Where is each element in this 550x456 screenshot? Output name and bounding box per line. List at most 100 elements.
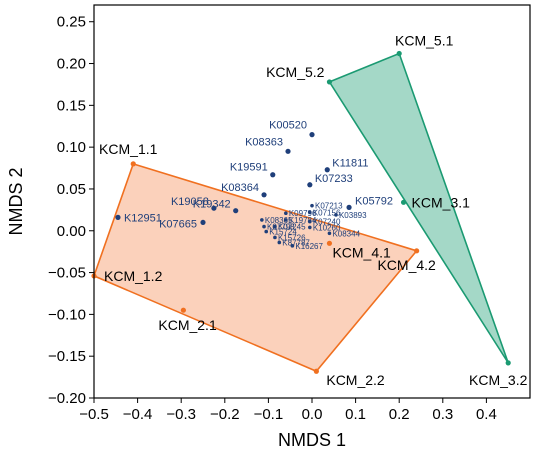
sample-point-kcm-3-2 [505, 360, 511, 366]
x-tick-label: 0.2 [389, 406, 410, 423]
ko-label-k16267: K16267 [295, 242, 323, 251]
sample-point-kcm-1-1 [130, 161, 136, 167]
x-tick-label: −0.4 [123, 406, 153, 423]
ko-label-k00520: K00520 [269, 120, 307, 132]
ko-point-k15726 [273, 235, 277, 240]
y-tick-label: −0.05 [48, 265, 86, 282]
ko-label-k08344: K08344 [332, 229, 360, 238]
x-tick-label: 0.0 [302, 406, 323, 423]
x-tick-label: −0.2 [210, 406, 240, 423]
ko-point-k15724 [264, 229, 269, 234]
y-tick-label: −0.15 [48, 348, 86, 365]
sample-point-kcm-3-1 [400, 199, 407, 205]
ko-point-k07665 [200, 219, 206, 226]
ko-point-k08344 [327, 231, 332, 236]
sample-point-kcm-2-1 [180, 307, 186, 313]
ko-point-k19784 [284, 218, 288, 222]
ko-label-k07240: K07240 [313, 218, 341, 227]
ko-point-k12951 [115, 214, 121, 220]
ko-point-k07245 [273, 224, 277, 229]
sample-label-kcm-5-2: KCM_5.2 [266, 64, 325, 80]
ko-point-k19591 [270, 172, 276, 178]
ko-label-k87787: K87787 [282, 238, 310, 247]
ko-point-k07240 [308, 219, 312, 224]
ko-point-k08363 [285, 148, 291, 154]
ko-label-k08364: K08364 [221, 182, 259, 194]
x-tick-label: 0.1 [345, 406, 366, 423]
ko-point-k07156 [308, 210, 312, 215]
x-tick-label: 0.4 [476, 406, 497, 423]
ko-points: K00520 K08363 K11811 K19591 K07233 K08364 K057… [115, 120, 393, 251]
sample-label-kcm-1-2: KCM_1.2 [104, 268, 163, 284]
y-tick-label: 0.15 [57, 97, 86, 114]
sample-point-kcm-4-2 [414, 248, 420, 254]
ko-point-k19058 [211, 205, 217, 211]
y-tick-label: −0.10 [48, 306, 86, 323]
ko-label-k07665: K07665 [159, 218, 197, 230]
group-hulls [92, 52, 509, 373]
x-axis-title: NMDS 1 [278, 430, 346, 450]
ko-label-k07798: K07798 [267, 223, 295, 232]
ko-label-k15726: K15726 [278, 233, 306, 242]
ko-point-k07233 [307, 182, 313, 188]
y-tick-label: 0.10 [57, 139, 86, 156]
y-tick-label: 0.25 [57, 14, 86, 31]
x-tick-label: 0.3 [432, 406, 453, 423]
ko-point-k10260 [308, 225, 312, 230]
sample-label-kcm-2-2: KCM_2.2 [326, 372, 385, 388]
sample-point-kcm-4-1 [326, 240, 333, 246]
y-axis-ticks: −0.20 −0.15 −0.10 −0.05 0.00 0.05 0.10 0.15 0.20… [48, 14, 94, 407]
ko-label-k10260: K10260 [313, 223, 341, 232]
ko-label-k19342: K19342 [193, 199, 231, 211]
ko-label-k08365: K08365 [265, 216, 293, 225]
sample-label-kcm-4-1: KCM_4.1 [332, 244, 391, 260]
sample-label-kcm-3-1: KCM_3.1 [412, 194, 471, 210]
ko-label-k12951: K12951 [124, 212, 162, 224]
sample-label-kcm-2-1: KCM_2.1 [158, 317, 217, 333]
ko-label-k08363: K08363 [245, 136, 283, 148]
sample-point-kcm-5-2 [326, 79, 333, 85]
ko-point-k03893 [334, 213, 338, 217]
ko-point-k00520 [309, 132, 315, 138]
sample-points: KCM_1.1 KCM_1.2 KCM_2.1 KCM_2.2 KCM_4.1KCM_4… [91, 32, 528, 388]
ko-point-k16267 [290, 244, 295, 248]
ko-label-k07213: K07213 [315, 202, 343, 211]
y-tick-label: 0.05 [57, 181, 86, 198]
ko-label-k19784: K19784 [289, 216, 317, 225]
ko-point-k08365 [260, 218, 264, 222]
y-axis-title: NMDS 2 [6, 167, 26, 235]
ko-label-k07156: K07156 [313, 208, 341, 217]
group-hull-2 [328, 52, 509, 364]
ko-label-k11811: K11811 [332, 158, 368, 170]
ko-point-k87787 [277, 240, 282, 245]
ko-label-k03893: K03893 [339, 211, 367, 220]
ko-point-k19342 [233, 208, 239, 214]
ko-point-k05792 [346, 204, 352, 210]
ko-label-k05792: K05792 [355, 195, 393, 207]
y-tick-label: −0.20 [48, 390, 86, 407]
sample-point-kcm-5-1 [396, 50, 402, 57]
ko-label-k09796: K09796 [289, 209, 317, 218]
x-tick-label: −0.5 [79, 406, 109, 423]
sample-label-kcm-5-1: KCM_5.1 [395, 32, 454, 48]
ko-label-k19591: K19591 [230, 162, 268, 174]
y-tick-label: 0.00 [57, 223, 86, 240]
sample-label-kcm-4-2: KCM_4.2 [377, 257, 436, 273]
sample-label-kcm-1-1: KCM_1.1 [99, 141, 158, 157]
ko-label-k19058: K19058 [171, 196, 209, 208]
sample-point-kcm-2-2 [313, 368, 319, 374]
ko-point-k09796 [284, 211, 288, 216]
x-tick-label: −0.3 [166, 406, 196, 423]
sample-label-kcm-3-2: KCM_3.2 [469, 372, 528, 388]
ko-label-k07233: K07233 [315, 173, 353, 185]
x-tick-label: −0.1 [254, 406, 284, 423]
ko-label-k07245: K07245 [278, 223, 306, 232]
ko-point-k07798 [262, 224, 266, 229]
y-tick-label: 0.20 [57, 56, 86, 73]
x-axis-ticks: −0.5 −0.4 −0.3 −0.2 −0.1 0.0 0.1 0.2 0.3 0.4 [79, 398, 497, 423]
ko-point-k08364 [261, 192, 267, 198]
ko-point-k07213 [310, 203, 314, 208]
ko-label-k15724: K15724 [269, 228, 297, 237]
ko-point-k11811 [324, 167, 330, 173]
